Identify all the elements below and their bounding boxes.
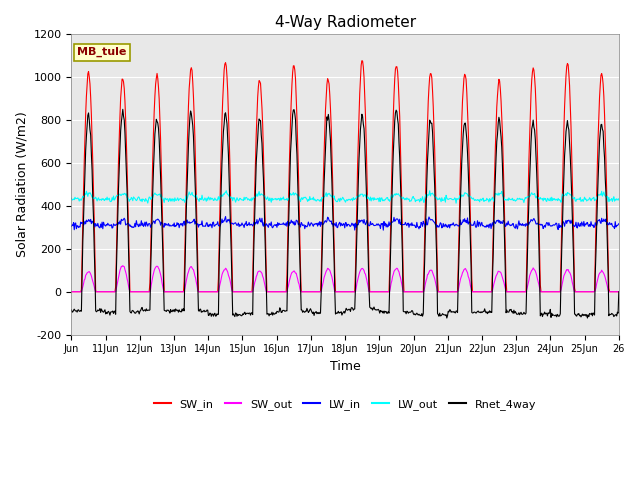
SW_in	[232, 289, 240, 295]
LW_out	[615, 196, 623, 202]
SW_in	[615, 289, 623, 295]
SW_in	[433, 240, 441, 246]
SW_in	[260, 148, 268, 154]
Rnet_4way	[233, 313, 241, 319]
LW_in	[403, 223, 411, 228]
SW_in	[132, 289, 140, 295]
Line: Rnet_4way: Rnet_4way	[72, 109, 619, 318]
Title: 4-Way Radiometer: 4-Way Radiometer	[275, 15, 415, 30]
LW_in	[132, 224, 140, 229]
Y-axis label: Solar Radiation (W/m2): Solar Radiation (W/m2)	[15, 111, 28, 257]
Rnet_4way	[615, 289, 623, 295]
LW_out	[280, 197, 288, 203]
SW_out	[403, 289, 410, 295]
LW_in	[233, 223, 241, 228]
LW_out	[68, 195, 76, 201]
LW_out	[426, 188, 433, 193]
Rnet_4way	[132, 309, 140, 314]
LW_in	[615, 221, 623, 227]
SW_out	[132, 289, 140, 295]
LW_in	[434, 222, 442, 228]
LW_in	[221, 214, 229, 219]
SW_in	[280, 289, 288, 295]
SW_in	[358, 58, 365, 63]
LW_out	[401, 195, 409, 201]
X-axis label: Time: Time	[330, 360, 360, 373]
Rnet_4way	[119, 107, 127, 112]
LW_in	[281, 221, 289, 227]
LW_in	[380, 227, 387, 233]
SW_in	[68, 289, 76, 295]
LW_out	[132, 197, 140, 203]
Line: SW_in: SW_in	[72, 60, 619, 292]
LW_out	[433, 195, 441, 201]
Legend: SW_in, SW_out, LW_in, LW_out, Rnet_4way: SW_in, SW_out, LW_in, LW_out, Rnet_4way	[150, 395, 541, 414]
SW_out	[260, 278, 268, 284]
LW_in	[68, 224, 76, 229]
Rnet_4way	[403, 311, 410, 317]
SW_out	[233, 289, 241, 295]
SW_out	[68, 289, 76, 295]
LW_in	[260, 219, 268, 225]
Text: MB_tule: MB_tule	[77, 47, 126, 57]
Rnet_4way	[260, 197, 268, 203]
Line: LW_out: LW_out	[72, 191, 619, 203]
SW_in	[403, 289, 410, 295]
LW_out	[232, 197, 240, 203]
Rnet_4way	[433, 260, 441, 266]
SW_out	[281, 289, 289, 295]
SW_out	[433, 286, 441, 291]
Line: LW_in: LW_in	[72, 216, 619, 230]
LW_out	[452, 200, 460, 206]
SW_out	[615, 289, 623, 295]
Line: SW_out: SW_out	[72, 265, 619, 292]
Rnet_4way	[68, 307, 76, 313]
Rnet_4way	[443, 315, 451, 321]
LW_out	[260, 192, 268, 198]
SW_out	[119, 263, 127, 268]
Rnet_4way	[281, 308, 289, 314]
